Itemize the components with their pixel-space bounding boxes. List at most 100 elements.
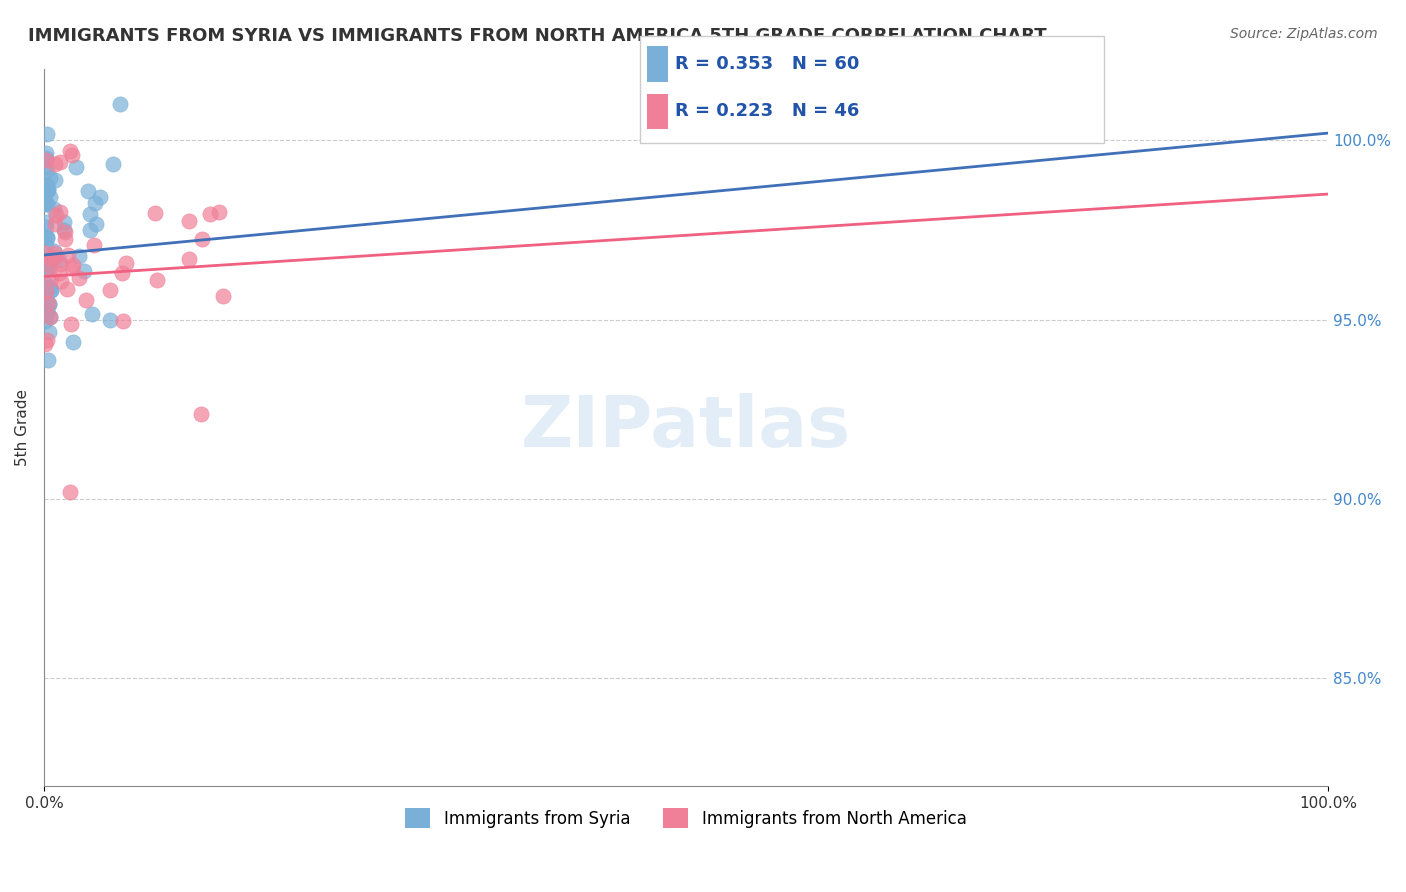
Point [34,284,56,298]
Point [35,153,58,167]
Text: ZIPatlas: ZIPatlas [522,392,851,462]
Point [49,204,72,219]
Point [39,283,62,297]
Point [35,257,58,271]
Text: Source: ZipAtlas.com: Source: ZipAtlas.com [1230,27,1378,41]
Point [35,237,58,252]
Point [34,160,56,174]
Text: R = 0.223   N = 46: R = 0.223 N = 46 [675,103,859,120]
Point [190,407,212,421]
Point [39,271,62,285]
Point [39,251,62,265]
Y-axis label: 5th Grade: 5th Grade [15,389,30,466]
Point [37,296,59,310]
Point [37,181,59,195]
Point [34,197,56,211]
Point [76,184,98,198]
Point [198,207,221,221]
Point [39,170,62,185]
Point [84,217,107,231]
Point [37,184,59,198]
Point [39,310,62,325]
Point [49,155,72,169]
Point [79,207,101,221]
Point [34,178,56,192]
Point [39,283,62,297]
Point [35,219,58,234]
Point [53,225,76,239]
Point [44,157,66,171]
Point [79,223,101,237]
Point [34,337,56,351]
Point [62,335,84,350]
Point [67,270,90,285]
Point [38,325,60,339]
Point [38,310,60,324]
Point [37,333,59,347]
Point [60,148,83,162]
Point [34,145,56,160]
Point [35,308,58,322]
Point [98,313,121,327]
Point [59,144,82,158]
Point [38,297,60,311]
Point [37,230,59,244]
Point [39,279,62,293]
Text: R = 0.353   N = 60: R = 0.353 N = 60 [675,55,859,73]
Point [35,128,58,142]
Point [44,246,66,260]
Point [143,206,166,220]
Point [37,353,59,368]
Point [35,197,58,211]
Point [34,280,56,294]
Point [49,274,72,288]
Point [37,163,59,178]
Point [83,238,105,252]
Point [80,307,103,321]
Point [98,284,121,298]
Legend: Immigrants from Syria, Immigrants from North America: Immigrants from Syria, Immigrants from N… [399,801,973,835]
Point [34,257,56,271]
Point [35,230,58,244]
Point [38,260,60,275]
Point [115,256,138,270]
Point [34,300,56,314]
Point [53,222,76,236]
Point [56,282,79,296]
Point [35,151,58,165]
Point [101,157,124,171]
Point [45,208,67,222]
Point [208,205,231,219]
Point [75,293,97,308]
Point [44,172,66,186]
Point [72,264,94,278]
Point [56,248,79,262]
Point [177,252,200,266]
Point [35,178,58,192]
Point [49,257,72,271]
Point [59,484,82,499]
Point [177,213,200,227]
Point [44,217,66,231]
Point [145,273,167,287]
Point [34,230,56,244]
Point [37,183,59,197]
Point [111,314,134,328]
Point [39,252,62,266]
Point [34,246,56,260]
Point [53,215,76,229]
Point [84,196,107,211]
Point [65,161,87,175]
Point [110,266,132,280]
Point [35,304,58,318]
Point [53,232,76,246]
Point [35,260,58,274]
Point [35,305,58,319]
Point [35,214,58,228]
Point [42,244,65,258]
Point [60,260,83,275]
Point [108,97,131,112]
Point [39,190,62,204]
Point [44,250,66,264]
Point [35,196,58,211]
